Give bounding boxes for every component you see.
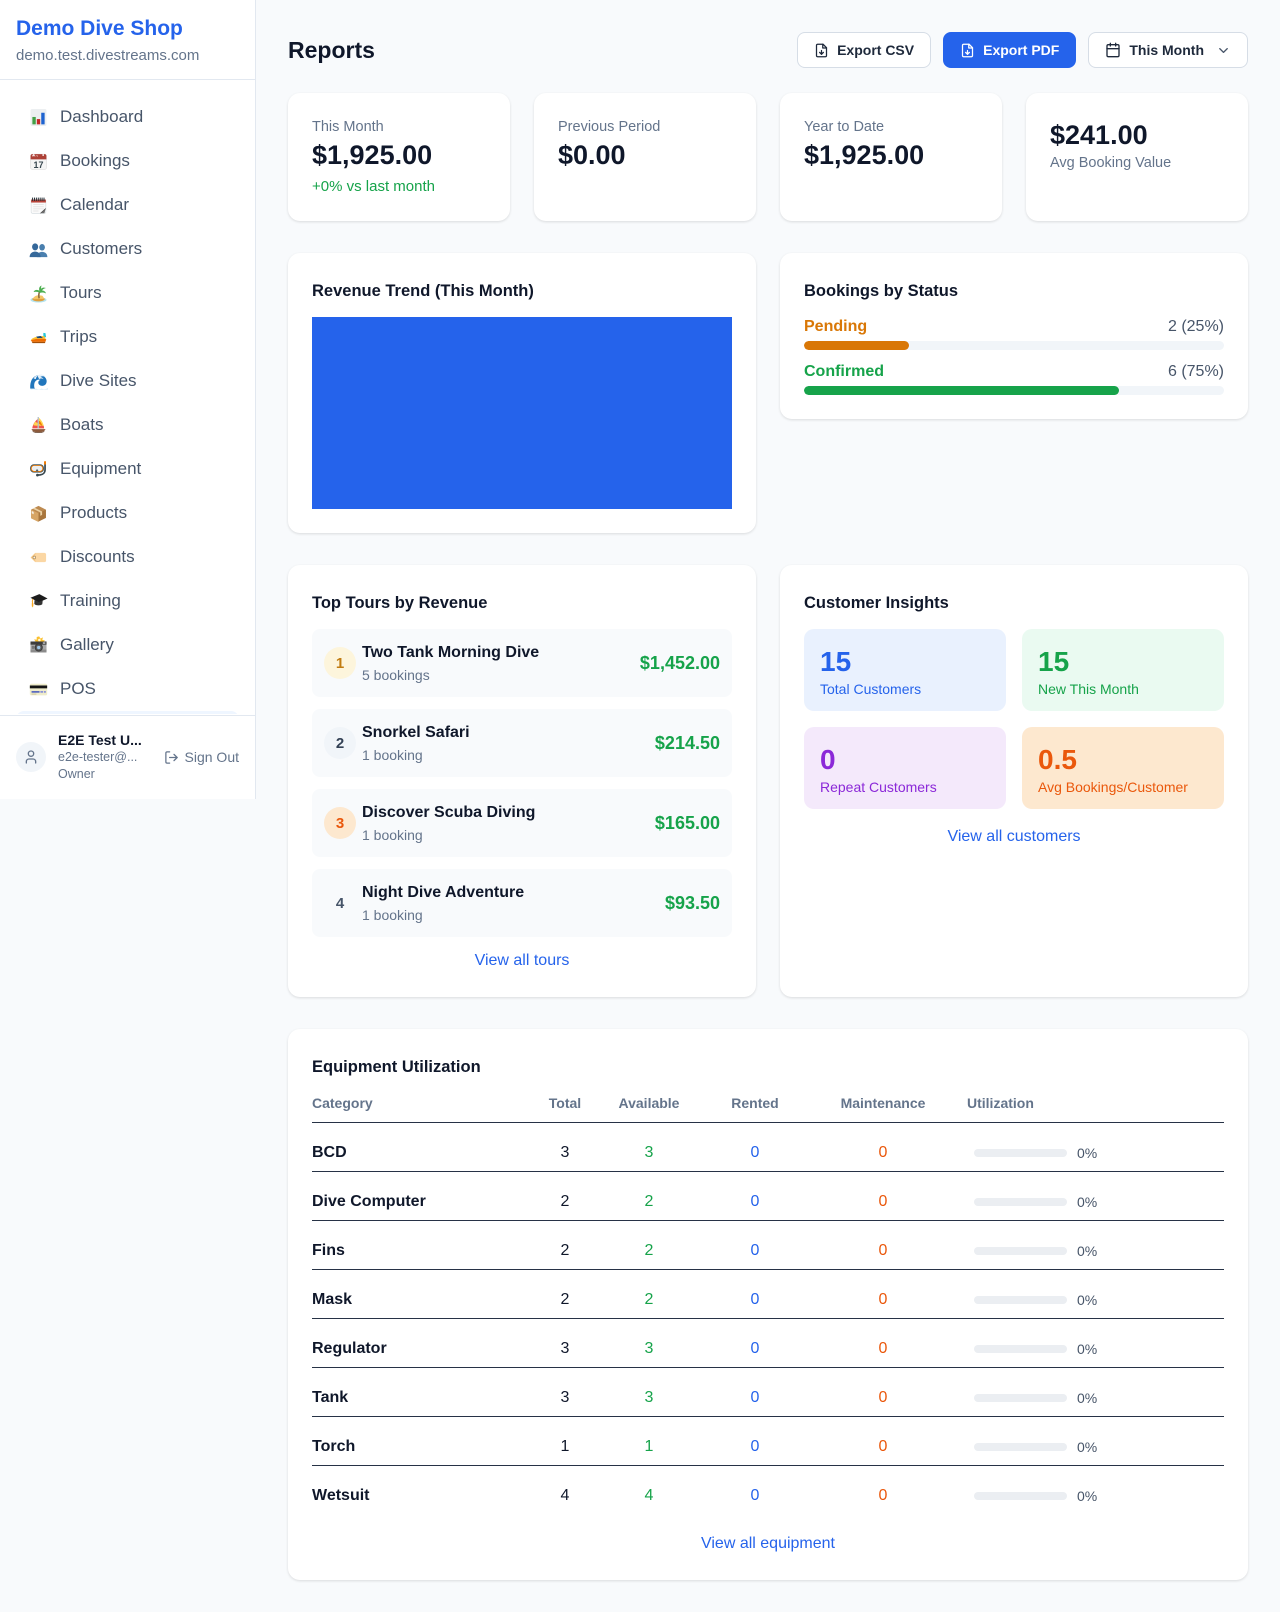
svg-text:17: 17 bbox=[33, 159, 43, 169]
